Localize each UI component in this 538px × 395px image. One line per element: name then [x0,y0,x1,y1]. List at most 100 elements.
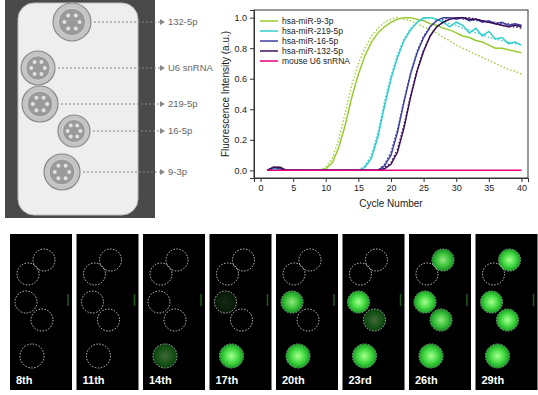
panel-label: 17th [216,374,239,386]
spot-outline [84,263,106,285]
y-tick: 0.8 [234,44,254,54]
chip-well-dot [66,13,70,17]
spot-fluorescence [499,249,521,271]
panel-edge-mark [400,294,402,306]
plot-area [267,18,521,171]
chip-label: U6 snRNA [168,62,214,73]
spot-outline [31,309,53,331]
line-chart: 05101520253035400.00.20.40.60.81.0Cycle … [220,10,529,209]
panel-background [409,234,471,390]
spot-fluorescence [481,291,503,313]
panel-label: 29th [482,374,505,386]
figure: 132-5pU6 snRNA219-5p16-5p9-3p05101520253… [0,0,538,395]
spot-outline [150,263,172,285]
spot-outline [231,309,253,331]
arrow-head [160,65,165,71]
spot-outline [419,344,443,368]
x-axis-title: Cycle Number [359,198,423,209]
spot-fluorescence [414,291,436,313]
chip-well-dot [74,13,78,17]
x-tick-label: 0 [259,183,264,193]
x-tick-mark [456,178,457,182]
x-tick: 35 [484,178,494,193]
x-tick-label: 35 [484,183,494,193]
spot-outline [283,263,305,285]
spot-outline [499,249,521,271]
spot-outline [286,344,310,368]
series-line [267,170,521,172]
spot-outline [100,249,122,271]
x-tick-mark [489,178,490,182]
chip-well-dot [42,108,46,112]
spot-fluorescence [432,249,454,271]
label-arrow [83,172,160,173]
x-tick: 30 [452,178,462,193]
spot-outline [17,263,39,285]
x-axis: 0510152025303540 [255,178,529,193]
panel-edge-mark [267,294,269,306]
chip-well [44,154,80,190]
y-axis-title: Fluorescence Intensity (a.u.) [220,31,231,157]
spot-outline [15,291,37,313]
spot-fluorescence [281,291,303,313]
y-tick-mark [250,170,254,171]
chip-well [21,51,55,85]
image-panel: 29th [476,234,538,390]
label-arrow [61,104,160,105]
y-tick-mark [250,140,254,141]
chip-well-dot [42,96,46,100]
chip-body [18,3,138,215]
spot-outline [164,309,186,331]
legend-swatch [260,20,278,22]
spot-fluorescence [286,344,310,368]
chip-well-dot [56,164,60,168]
panel-edge-mark [134,294,136,306]
y-tick-label: 0.0 [234,166,247,176]
panel-background [343,234,405,390]
legend-swatch [260,40,278,42]
chip-well-dot [74,27,78,31]
chip-well-dot [31,102,35,106]
spot-outline [430,309,452,331]
y-tick-label: 0.6 [234,74,247,84]
panel-label: 23rd [349,374,372,386]
spot-outline [353,344,377,368]
chip-label: 219-5p [168,98,198,109]
chip-well-dot [75,135,79,139]
label-arrow [58,68,160,69]
spot-outline [416,263,438,285]
x-tick: 25 [419,178,429,193]
panel-background [210,234,272,390]
chip-well-dot [33,60,37,64]
y-tick-label: 0.8 [234,44,247,54]
arrow-head [160,128,165,134]
chip-well-dot [56,176,60,180]
spot-outline [297,309,319,331]
panel-edge-mark [333,294,335,306]
fit-line [267,18,521,171]
x-tick-mark [293,178,294,182]
panel-background [276,234,338,390]
legend-swatch [260,50,278,52]
y-tick-label: 0.2 [234,135,247,145]
chip-well-dot [75,123,79,127]
spot-fluorescence [364,309,386,331]
panel-label: 8th [16,374,33,386]
spot-fluorescence [348,291,370,313]
x-tick-mark [326,178,327,182]
chip-well-dot [78,20,82,24]
x-tick-mark [261,178,262,182]
spot-outline [483,263,505,285]
chip-well-dot [67,170,71,174]
y-tick-label: 0.4 [234,105,247,115]
chip-well-inner [49,159,75,185]
chip-well-dot [39,72,43,76]
spot-fluorescence [430,309,452,331]
spot-outline [281,291,303,313]
chip-well [22,86,58,122]
spot-outline [33,249,55,271]
x-tick-label: 40 [517,183,527,193]
spot-fluorescence [353,344,377,368]
chip-well-dot [69,123,73,127]
x-tick-mark [521,178,522,182]
